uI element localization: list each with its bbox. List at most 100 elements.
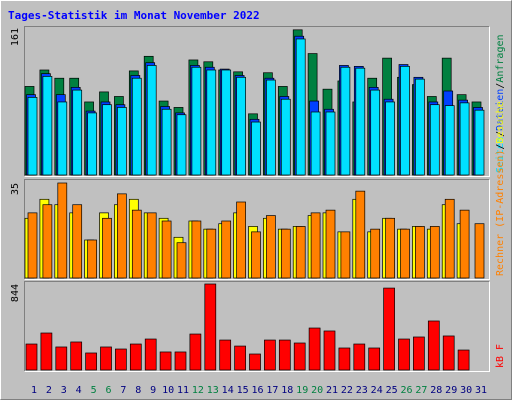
bar [191,66,202,176]
bar [459,102,470,176]
bar [236,76,246,176]
bar [415,78,425,176]
bar [221,220,232,279]
bar [161,220,172,279]
legend: Seiten/Dateien/Anfragen [495,34,506,173]
y-tick-label: 844 [10,284,21,302]
bar [413,336,425,371]
bar [280,228,291,279]
bar [308,327,321,371]
x-tick-label: 21 [326,385,338,396]
x-tick-label: 10 [162,385,174,396]
x-tick-label: 18 [281,385,293,396]
bar [355,67,366,176]
bar [42,204,53,279]
legend: Rechner (IP-Adressen)/Besuche [495,101,506,276]
bar [87,112,97,176]
x-tick-label: 9 [150,385,156,396]
bar [72,89,83,176]
bar [219,339,232,371]
legend-entry: kB F [495,344,506,368]
bar [400,65,410,176]
bar [102,104,112,176]
x-tick-label: 16 [251,385,263,396]
x-tick-label: 15 [237,385,249,396]
bar [293,342,306,371]
x-tick-label: 29 [445,385,457,396]
bar [429,226,440,279]
bar [27,212,38,279]
bar [70,341,83,371]
bar [57,101,68,176]
x-tick-label: 17 [266,385,278,396]
bar [191,220,202,279]
bar [204,283,217,371]
bar [236,201,246,279]
bar [174,351,187,371]
bar [280,98,291,176]
bar [159,351,172,371]
plot-border [24,26,490,177]
bar [131,77,142,176]
bar [340,66,351,176]
bar [25,343,38,371]
bar [310,111,321,176]
bar [370,228,381,279]
plot-border [24,26,490,177]
bar [85,352,97,371]
x-tick-label: 22 [341,385,353,396]
bar [100,346,112,371]
bar [42,76,53,176]
bar [444,198,455,279]
bar [266,79,276,176]
x-tick-label: 23 [356,385,368,396]
plot-border [24,281,490,372]
legend-entry: Rechner (IP-Adressen) [495,150,506,276]
bar [206,228,217,279]
bar [115,348,127,371]
bar [176,242,187,279]
x-tick-label: 12 [192,385,204,396]
plot-border [24,281,490,372]
legend-entry: Besuche [495,101,506,143]
bar [55,346,68,371]
bar [385,217,395,279]
bar [415,226,425,279]
x-tick-label: 19 [296,385,308,396]
bar [340,231,351,279]
x-tick-label: 7 [120,385,126,396]
legend-separator: / [495,83,506,89]
bar [325,111,336,176]
bar [117,107,127,176]
bar [385,101,395,176]
bar [398,338,410,371]
bar [264,339,276,371]
bar [206,69,217,176]
legend-separator: / [495,131,506,137]
x-tick-label: 14 [222,385,234,396]
bar [370,89,381,176]
bar [338,347,351,371]
legend-separator: / [495,144,506,150]
x-tick-label: 27 [415,385,427,396]
bar [129,343,142,371]
x-tick-label: 11 [177,385,189,396]
x-tick-label: 2 [46,385,52,396]
bar [251,231,261,279]
bar [444,105,455,176]
x-tick-label: 31 [475,385,487,396]
legend-entry: Anfragen [495,34,506,82]
x-tick-label: 30 [460,385,472,396]
bar [474,109,485,176]
x-tick-label: 3 [61,385,67,396]
chart-title: Tages-Statistik im Monat November 2022 [8,9,260,22]
bar [117,193,127,279]
x-tick-label: 26 [400,385,412,396]
bar [310,212,321,279]
bar [144,338,157,371]
x-tick-label: 13 [207,385,219,396]
bar [189,333,202,371]
y-tick-label: 161 [10,28,21,46]
x-tick-label: 25 [386,385,398,396]
